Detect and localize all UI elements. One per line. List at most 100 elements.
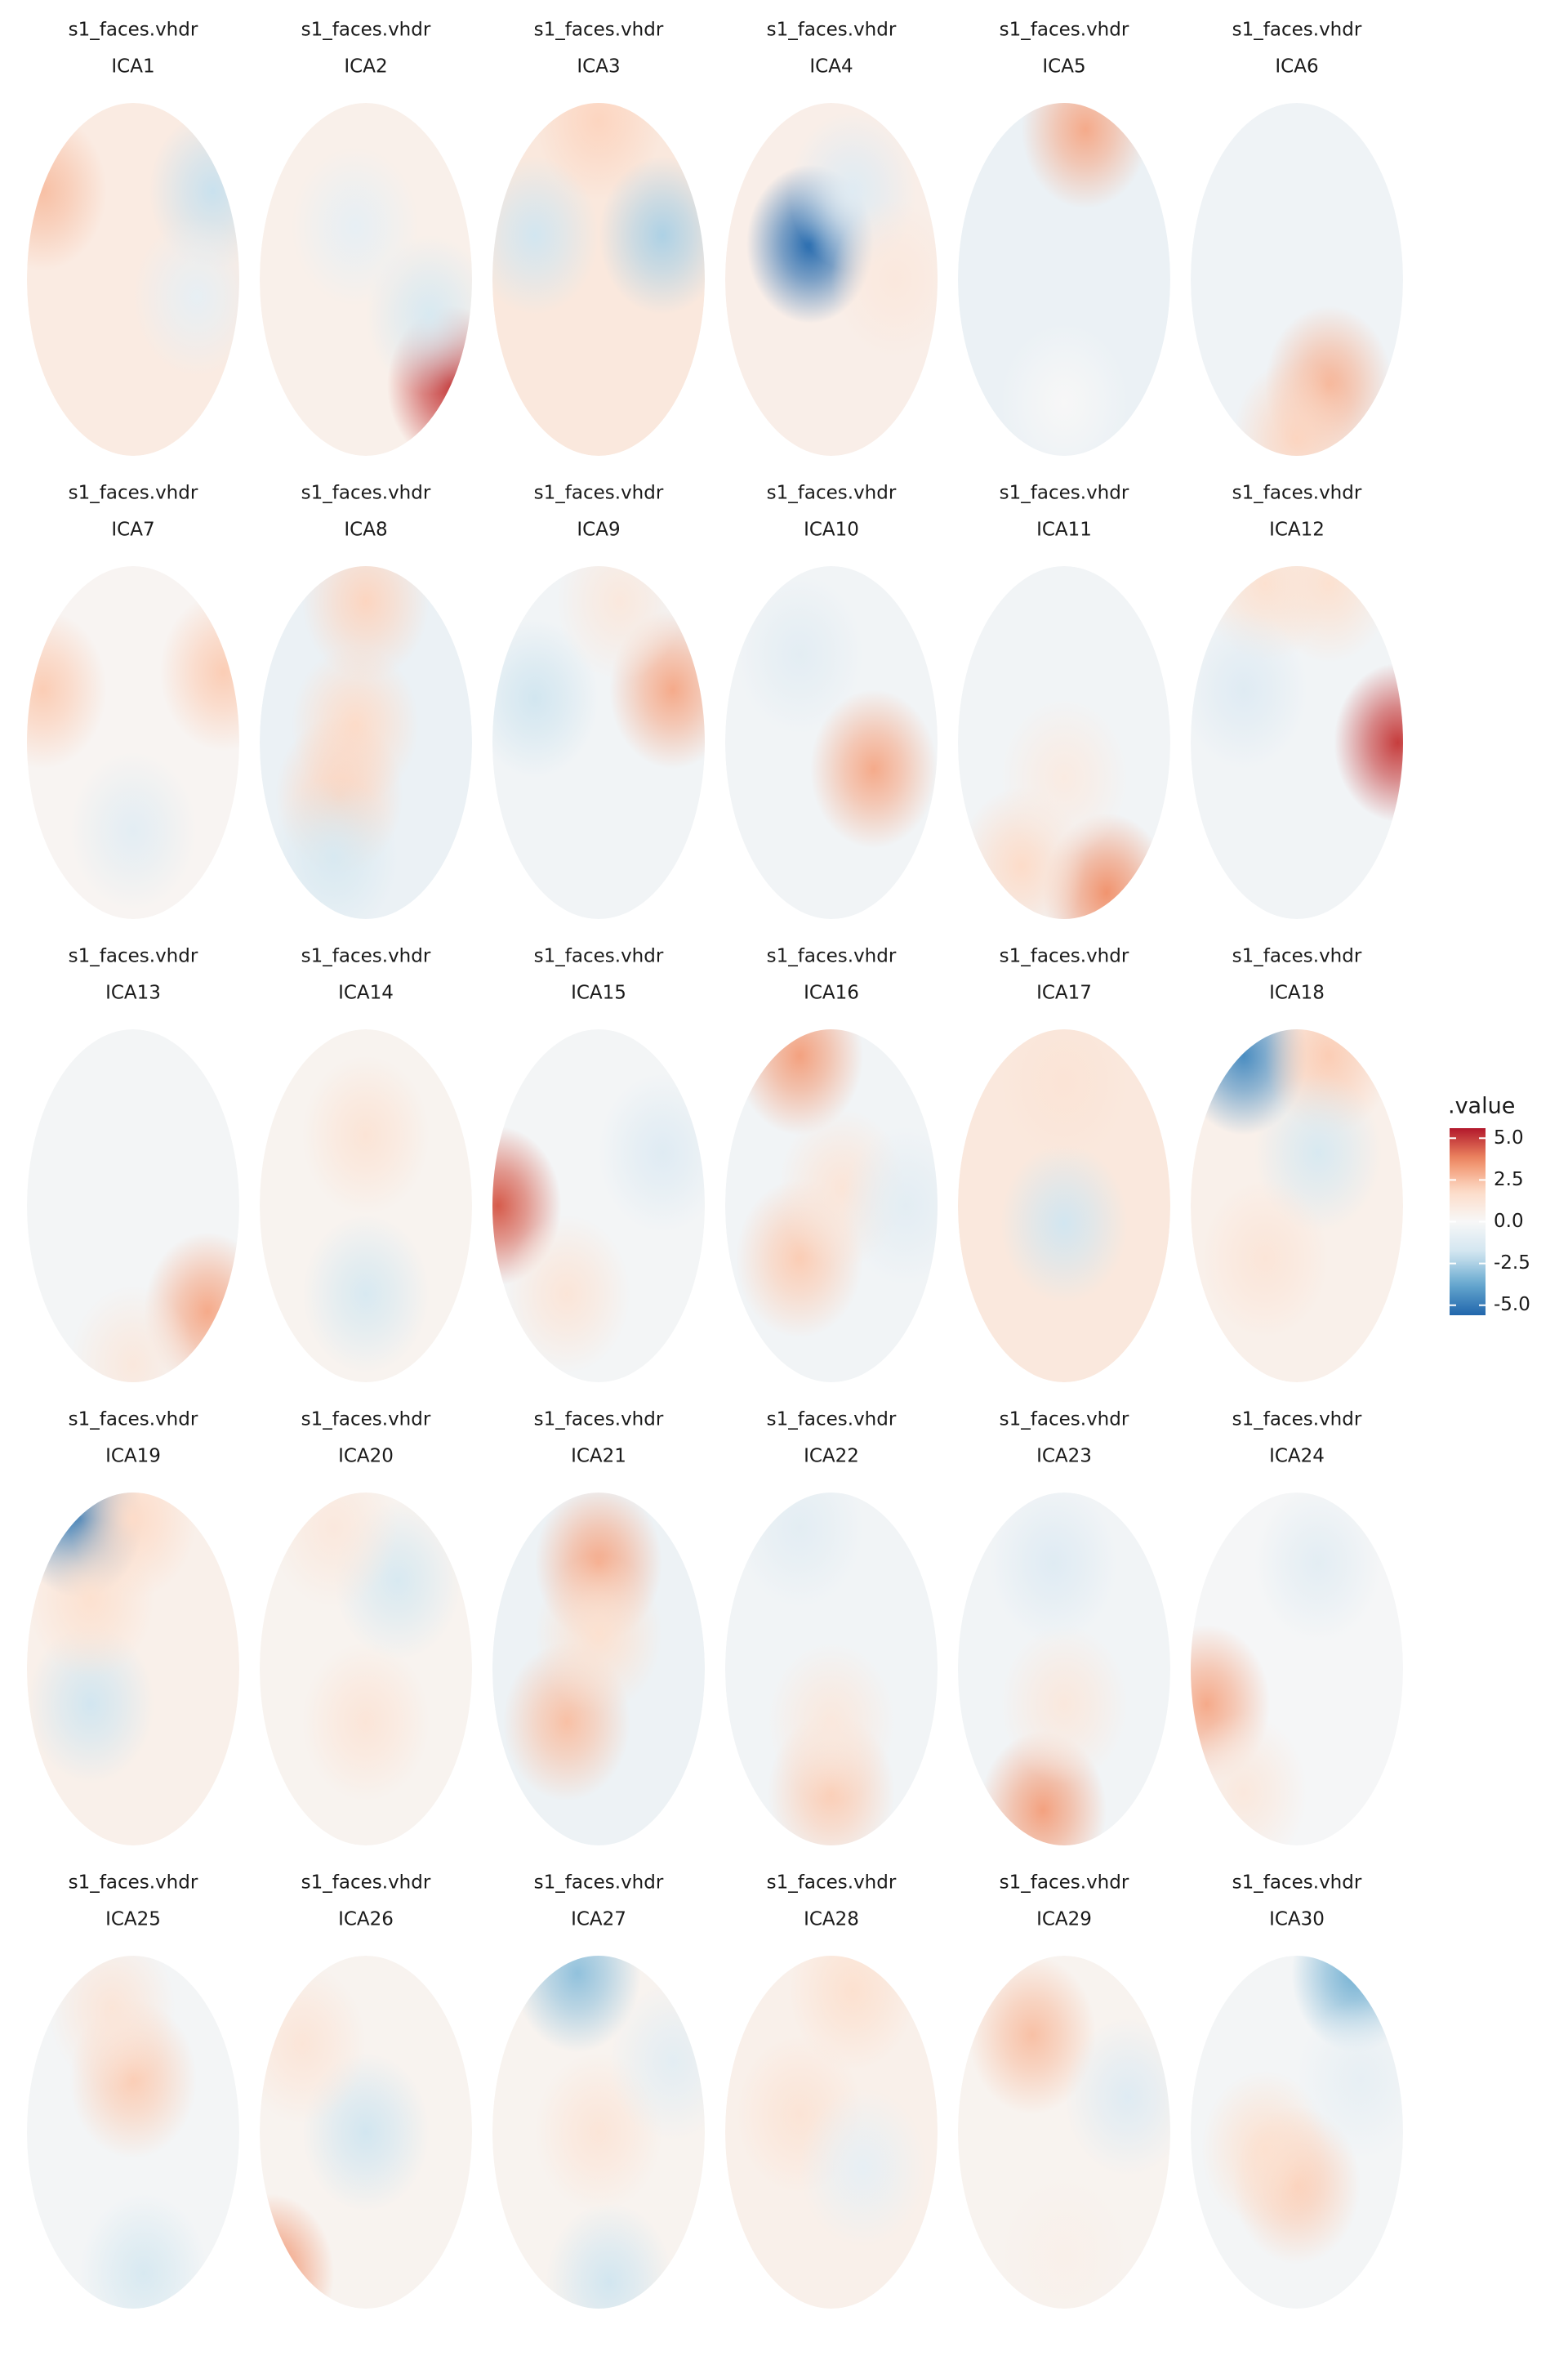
topomap [260,1956,472,2309]
topomap-peak [810,689,938,849]
topomap-peak [80,2193,207,2309]
strip-file: s1_faces.vhdr [1232,946,1362,967]
topomap-peak [503,1214,630,1374]
strip-component: ICA5 [1042,56,1085,78]
topomap [725,1956,938,2309]
topomap-peak [514,1956,641,2053]
strip-file: s1_faces.vhdr [767,20,897,41]
strip-file: s1_faces.vhdr [767,946,897,967]
strip-component: ICA18 [1269,983,1325,1004]
topomap-peak [1064,2017,1170,2177]
strip-component: ICA23 [1036,1446,1092,1467]
topomap [1191,1956,1403,2309]
topomap-peak [270,778,398,919]
topomap-peak [302,1055,430,1215]
topomap-peak [159,592,239,752]
topomap-peak [1022,103,1149,209]
strip-component: ICA29 [1036,1909,1092,1930]
topomap-peak [302,1214,430,1374]
topomap [725,1493,938,1845]
topomap [492,1493,705,1845]
topomap-peak [260,1964,366,2124]
strip-component: ICA27 [571,1909,626,1930]
strip-component: ICA26 [338,1909,394,1930]
strip-component: ICA30 [1269,1909,1325,1930]
topomap-peak [1201,2070,1329,2229]
topomap-peak [736,1493,863,1608]
topomap-peak [1201,1179,1329,1339]
strip-file: s1_faces.vhdr [534,946,664,967]
topomap [1191,1029,1403,1382]
topomap-peak [133,217,239,377]
strip-component: ICA24 [1269,1446,1325,1467]
strip-component: ICA8 [344,520,387,541]
topomap-peak [1191,610,1307,770]
legend-tick-label: -2.5 [1494,1252,1530,1274]
strip-file: s1_faces.vhdr [1232,20,1362,41]
topomap-peak [768,1642,895,1801]
strip-file: s1_faces.vhdr [534,483,664,504]
strip-component: ICA17 [1036,983,1092,1004]
strip-file: s1_faces.vhdr [534,1872,664,1894]
strip-file: s1_faces.vhdr [1000,483,1129,504]
strip-file: s1_faces.vhdr [1000,20,1129,41]
strip-file: s1_faces.vhdr [534,1409,664,1430]
topomap [27,103,239,456]
topomap-peak [609,1982,705,2141]
strip-component: ICA13 [105,983,161,1004]
topomap-peak [990,1493,1117,1643]
strip-component: ICA4 [809,56,853,78]
topomap [492,566,705,919]
topomap [492,1956,705,2309]
topomap-peak [1191,1713,1307,1845]
topomap [958,103,1170,456]
topomap-peak [270,1493,398,1608]
topomap [260,566,472,919]
topomap-peak [1233,359,1361,456]
topomap-peak [736,1029,863,1136]
topomap [725,103,938,456]
strip-file: s1_faces.vhdr [1000,946,1129,967]
topomap-peak [789,1956,916,2071]
strip-component: ICA19 [105,1446,161,1467]
strip-file: s1_faces.vhdr [1232,1872,1362,1894]
legend-tick-label: -5.0 [1494,1294,1530,1315]
topomap [1191,103,1403,456]
strip-file: s1_faces.vhdr [767,483,897,504]
topomap-peak [1000,1625,1128,1784]
topomap [27,1029,239,1382]
strip-file: s1_faces.vhdr [1232,1409,1362,1430]
strip-component: ICA21 [571,1446,626,1467]
strip-component: ICA2 [344,56,387,78]
strip-file: s1_faces.vhdr [767,1409,897,1430]
topomap-peak [535,1554,662,1713]
strip-component: ICA9 [577,520,620,541]
topomap [725,566,938,919]
strip-file: s1_faces.vhdr [69,483,198,504]
topomap-peak [1254,1493,1382,1643]
topomap-peak [27,111,107,271]
topomap [958,1029,1170,1382]
topomap-peak [69,751,197,911]
strip-component: ICA14 [338,983,394,1004]
topomap-peak [599,155,705,315]
topomap-peak [599,1073,705,1233]
strip-file: s1_faces.vhdr [301,483,431,504]
topomap-peak [27,1519,154,1678]
strip-component: ICA6 [1275,56,1318,78]
strip-component: ICA12 [1269,520,1325,541]
topomap-peak [1000,698,1128,858]
strip-component: ICA16 [804,983,859,1004]
strip-component: ICA15 [571,983,626,1004]
topomap-peak [1334,663,1403,823]
strip-file: s1_faces.vhdr [69,946,198,967]
topomap-peak [302,566,430,681]
strip-component: ICA10 [804,520,859,541]
topomap-peak [535,103,662,200]
topomap [1191,1493,1403,1845]
topomap-peak [969,1956,1096,2115]
topomap [27,1493,239,1845]
topomap-peak [1000,1029,1128,1162]
strip-file: s1_faces.vhdr [1000,1872,1129,1894]
